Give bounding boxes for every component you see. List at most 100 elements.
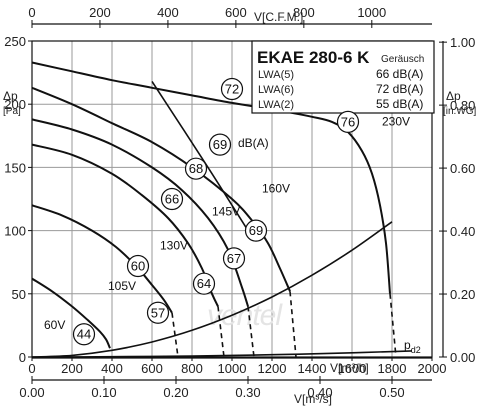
noise-bubble-circle xyxy=(220,77,244,101)
noise-bubble-value: 72 xyxy=(225,82,239,97)
x-bottom-axis-title: V[m³/h] xyxy=(330,361,369,375)
y-right-tick-label: 1.00 xyxy=(450,35,475,50)
y-left-ticks: 0 50 100 150 200 250 xyxy=(4,34,32,365)
x-top-tick-label: 400 xyxy=(157,5,179,20)
system-curve-upper xyxy=(31,221,393,358)
noise-bubble-value: 69 xyxy=(213,137,227,152)
annotation-label: dB(A) xyxy=(238,136,269,150)
x-bottom-ticks: 0 200 400 600 800 1000 1200 1400 1600 1800 2000 xyxy=(28,357,446,376)
y-left-tick-label: 250 xyxy=(4,34,26,49)
dashed-tail xyxy=(289,291,297,358)
noise-bubble-circle xyxy=(72,323,96,346)
noise-bubble-value: 66 xyxy=(165,192,179,207)
y-right-tick-label: 0.80 xyxy=(450,98,475,113)
x-top-tick-label: 200 xyxy=(89,5,111,20)
y-left-tick-label: 100 xyxy=(4,224,26,239)
noise-bubble: 44 xyxy=(72,323,96,346)
dashed-tails xyxy=(171,291,397,358)
x-bottom2-tick-label: 0.40 xyxy=(307,385,332,400)
iso-noise-lines xyxy=(151,80,249,232)
x-bottom-tick-label: 1400 xyxy=(298,361,327,376)
x-top-tick-label: 800 xyxy=(293,5,315,20)
noise-bubble: 64 xyxy=(192,272,216,295)
annotation-label: 130V xyxy=(160,239,188,253)
noise-bubble: 60 xyxy=(126,254,150,278)
noise-bubble: 72 xyxy=(220,77,244,101)
speed-curve-145V xyxy=(31,118,249,307)
y-left-axis-title: Δp xyxy=(3,89,18,103)
x-top-tick-label: 600 xyxy=(225,5,247,20)
y-left-tick-label: 50 xyxy=(12,287,26,302)
noise-bubble-circle xyxy=(222,247,246,270)
speed-curve-60V xyxy=(31,277,111,349)
noise-bubble-value: 64 xyxy=(197,276,211,291)
legend-header: Geräusch xyxy=(381,54,424,65)
y-left-tick-label: 0 xyxy=(19,350,26,365)
y-left-tick-label: 200 xyxy=(4,97,26,112)
annotation-label: 160V xyxy=(262,182,290,196)
pd2-label: pd2 xyxy=(404,338,421,355)
x-bottom-tick-label: 600 xyxy=(141,361,163,376)
y-right-tick-label: 0.20 xyxy=(450,287,475,302)
noise-bubble-value: 44 xyxy=(77,327,91,342)
noise-bubble-circle xyxy=(244,219,268,242)
noise-bubble-circle xyxy=(146,301,170,324)
y-right-axis-unit: [in.WG] xyxy=(443,106,477,117)
noise-bubble-value: 57 xyxy=(151,305,165,320)
noise-bubble: 57 xyxy=(146,301,170,324)
annotations: dB(A) 230V 160V 145V 130V 105V 60V xyxy=(44,115,410,333)
x-bottom-tick-label: 1200 xyxy=(258,361,287,376)
speed-curve-160V xyxy=(31,86,291,292)
noise-bubble-circle xyxy=(184,157,208,180)
x-bottom-tick-label: 400 xyxy=(101,361,123,376)
x-bottom-tick-label: 200 xyxy=(61,361,83,376)
system-curves xyxy=(31,221,413,358)
x-bottom2-tick-label: 0.00 xyxy=(19,385,44,400)
x-bottom2-tick-label: 0.20 xyxy=(163,385,188,400)
x-bottom2-tick-label: 0.50 xyxy=(379,385,404,400)
noise-bubble: 68 xyxy=(184,157,208,180)
legend-row-3-value: 55 dB(A) xyxy=(376,97,423,111)
y-left-axis-unit: [Pa] xyxy=(3,106,21,117)
noise-bubble-value: 76 xyxy=(341,114,355,129)
dashed-tail xyxy=(171,312,179,358)
speed-curves xyxy=(31,61,391,349)
noise-bubble-circle xyxy=(208,133,232,156)
x-bottom-tick-label: 1000 xyxy=(218,361,247,376)
legend-box: EKAE 280-6 K Geräusch LWA(5) 66 dB(A) LW… xyxy=(251,40,435,114)
x-bottom2-ticks: 0.00 0.10 0.20 0.30 0.40 0.50 xyxy=(19,376,432,400)
y-right-tick-label: 0.60 xyxy=(450,161,475,176)
noise-bubble-circle xyxy=(192,272,216,295)
noise-bubble: 69 xyxy=(208,133,232,156)
x-top-ticks: 0 200 400 600 800 1000 xyxy=(28,5,432,28)
noise-bubble-circle xyxy=(160,187,184,211)
noise-bubble: 76 xyxy=(336,110,360,133)
chart-title: EKAE 280-6 K xyxy=(257,48,370,67)
noise-bubble: 66 xyxy=(160,187,184,211)
y-right-axis-title: Δp xyxy=(446,89,461,103)
pd2-label-subscript: d2 xyxy=(411,345,421,355)
annotation-label: 145V xyxy=(212,204,240,218)
y-right-tick-label: 0.40 xyxy=(450,224,475,239)
x-bottom2-tick-label: 0.30 xyxy=(235,385,260,400)
noise-bubble-value: 68 xyxy=(189,161,203,176)
noise-bubble: 69 xyxy=(244,219,268,242)
x-top-tick-label: 0 xyxy=(28,5,35,20)
speed-curve-230V xyxy=(31,61,391,294)
legend-row-2-value: 72 dB(A) xyxy=(376,82,423,96)
x-bottom-tick-label: 800 xyxy=(181,361,203,376)
x-top-tick-label: 1000 xyxy=(357,5,386,20)
noise-bubble-circle xyxy=(336,110,360,133)
legend-row-1-label: LWA(5) xyxy=(258,69,294,81)
noise-bubble-value: 69 xyxy=(249,223,263,238)
annotation-label: 105V xyxy=(108,279,136,293)
x-top-axis-title: V[C.F.M.] xyxy=(254,10,303,24)
noise-bubble-circle xyxy=(126,254,150,278)
x-bottom-tick-label: 2000 xyxy=(418,361,447,376)
legend-row-1-value: 66 dB(A) xyxy=(376,67,423,81)
x-bottom-tick-label: 1800 xyxy=(378,361,407,376)
noise-bubbles: 72 76 69 68 66 60 57 44 69 67 64 xyxy=(72,77,360,346)
annotation-label: 230V xyxy=(382,115,410,129)
system-curve-pd2 xyxy=(31,350,413,358)
